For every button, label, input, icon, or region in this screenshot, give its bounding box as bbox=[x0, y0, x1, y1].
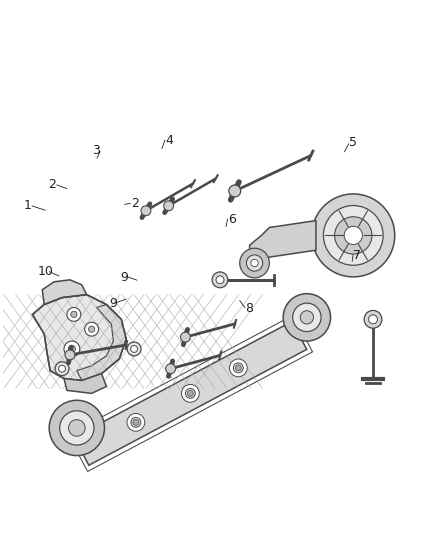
Circle shape bbox=[335, 217, 372, 254]
Circle shape bbox=[65, 350, 75, 360]
Text: 9: 9 bbox=[109, 297, 117, 310]
Circle shape bbox=[141, 206, 151, 216]
Text: 2: 2 bbox=[131, 197, 138, 210]
Text: 10: 10 bbox=[37, 265, 53, 278]
Circle shape bbox=[344, 227, 362, 245]
Circle shape bbox=[229, 185, 241, 197]
Circle shape bbox=[233, 363, 243, 373]
Circle shape bbox=[131, 345, 138, 352]
Polygon shape bbox=[64, 374, 106, 393]
Circle shape bbox=[369, 315, 378, 324]
Circle shape bbox=[59, 365, 65, 372]
Circle shape bbox=[283, 294, 331, 341]
Polygon shape bbox=[77, 304, 126, 381]
Circle shape bbox=[230, 359, 247, 377]
Circle shape bbox=[180, 332, 191, 342]
Circle shape bbox=[67, 308, 81, 321]
Text: 2: 2 bbox=[49, 179, 57, 191]
Circle shape bbox=[364, 310, 382, 328]
Text: 8: 8 bbox=[245, 302, 253, 315]
Circle shape bbox=[131, 417, 141, 427]
Circle shape bbox=[71, 311, 77, 318]
Circle shape bbox=[240, 248, 269, 278]
Circle shape bbox=[166, 364, 176, 374]
Polygon shape bbox=[74, 321, 307, 465]
Polygon shape bbox=[42, 280, 87, 304]
Circle shape bbox=[185, 389, 195, 398]
Circle shape bbox=[127, 342, 141, 356]
Circle shape bbox=[212, 272, 228, 288]
Circle shape bbox=[60, 411, 94, 445]
Text: 6: 6 bbox=[228, 213, 236, 225]
Polygon shape bbox=[250, 221, 316, 265]
Circle shape bbox=[187, 390, 193, 397]
Circle shape bbox=[64, 341, 80, 357]
Circle shape bbox=[323, 206, 383, 265]
Circle shape bbox=[293, 303, 321, 332]
Circle shape bbox=[127, 414, 145, 431]
Text: 3: 3 bbox=[92, 144, 100, 157]
Circle shape bbox=[85, 322, 99, 336]
Circle shape bbox=[181, 384, 199, 402]
Circle shape bbox=[49, 400, 105, 456]
Circle shape bbox=[216, 276, 224, 284]
Text: 9: 9 bbox=[120, 271, 128, 284]
Text: 4: 4 bbox=[165, 134, 173, 147]
Circle shape bbox=[164, 201, 173, 211]
Text: 5: 5 bbox=[349, 136, 357, 149]
Text: 7: 7 bbox=[353, 249, 361, 262]
Circle shape bbox=[68, 419, 85, 436]
Circle shape bbox=[235, 365, 241, 371]
Circle shape bbox=[88, 326, 95, 332]
Circle shape bbox=[133, 419, 139, 425]
Circle shape bbox=[247, 255, 263, 271]
Polygon shape bbox=[32, 295, 126, 381]
Circle shape bbox=[312, 194, 395, 277]
Circle shape bbox=[68, 345, 75, 352]
Circle shape bbox=[55, 362, 69, 376]
Circle shape bbox=[251, 260, 258, 266]
Circle shape bbox=[300, 311, 314, 324]
Text: 1: 1 bbox=[24, 199, 32, 213]
